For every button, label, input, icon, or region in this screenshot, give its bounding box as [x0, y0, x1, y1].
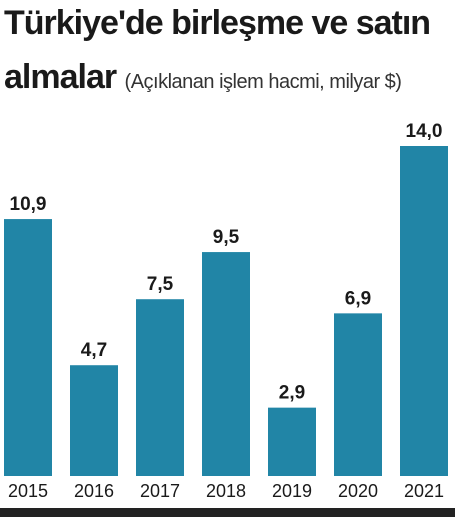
bar-2016: [70, 365, 118, 476]
value-label-2017: 7,5: [147, 274, 174, 295]
bar-2017: [136, 299, 184, 476]
value-label-2020: 6,9: [345, 288, 371, 309]
chart-title-line2-main: almalar: [4, 58, 117, 96]
x-tick-label-2015: 2015: [8, 481, 48, 501]
x-tick-label-2021: 2021: [404, 481, 444, 501]
value-label-2018: 9,5: [213, 227, 240, 248]
x-tick-label-2019: 2019: [272, 481, 312, 501]
value-label-2015: 10,9: [10, 194, 47, 215]
x-tick-label-2020: 2020: [338, 481, 378, 501]
x-tick-label-2018: 2018: [206, 481, 246, 501]
bar-2018: [202, 252, 250, 476]
bottom-rule: [0, 508, 455, 517]
bar-2015: [4, 219, 52, 477]
value-label-2019: 2,9: [279, 383, 305, 404]
x-tick-label-2016: 2016: [74, 481, 114, 501]
bar-2019: [268, 407, 316, 476]
bar-2021: [400, 146, 448, 476]
x-tick-label-2017: 2017: [140, 481, 180, 501]
chart-title-line2: almalar (Açıklanan işlem hacmi, milyar $…: [4, 58, 402, 97]
bar-2020: [334, 313, 382, 476]
value-label-2021: 14,0: [406, 121, 443, 142]
chart-title-line1: Türkiye'de birleşme ve satın: [4, 4, 431, 42]
value-label-2016: 4,7: [81, 340, 107, 361]
chart-subtitle: (Açıklanan işlem hacmi, milyar $): [124, 71, 402, 93]
